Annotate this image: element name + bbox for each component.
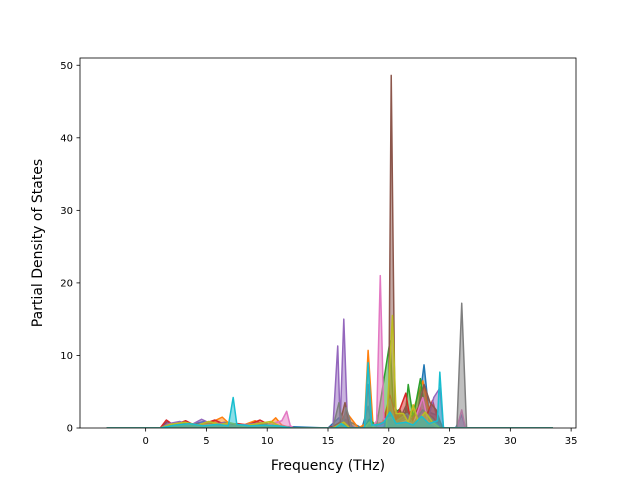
series-10-line xyxy=(106,361,553,428)
y-axis-label: Partial Density of States xyxy=(30,159,46,327)
x-axis: 0 5 10 15 20 25 30 35 xyxy=(142,428,578,447)
y-axis: 0 10 20 30 40 50 xyxy=(60,61,80,435)
series-10-area xyxy=(106,362,553,428)
x-tick-label: 5 xyxy=(203,436,209,447)
x-tick-label: 0 xyxy=(142,436,148,447)
x-tick-label: 15 xyxy=(322,436,335,447)
x-tick-label: 25 xyxy=(443,436,456,447)
x-tick-label: 20 xyxy=(382,436,395,447)
y-tick-label: 40 xyxy=(60,133,73,144)
x-tick-label: 35 xyxy=(565,436,578,447)
x-axis-label: Frequency (THz) xyxy=(271,458,385,474)
y-tick-label: 50 xyxy=(60,61,73,72)
y-tick-label: 10 xyxy=(60,351,73,362)
x-tick-label: 10 xyxy=(261,436,274,447)
y-tick-label: 30 xyxy=(60,206,73,217)
x-tick-label: 30 xyxy=(504,436,517,447)
series-layer xyxy=(106,74,553,428)
y-tick-label: 0 xyxy=(67,424,73,435)
y-tick-label: 20 xyxy=(60,278,73,289)
